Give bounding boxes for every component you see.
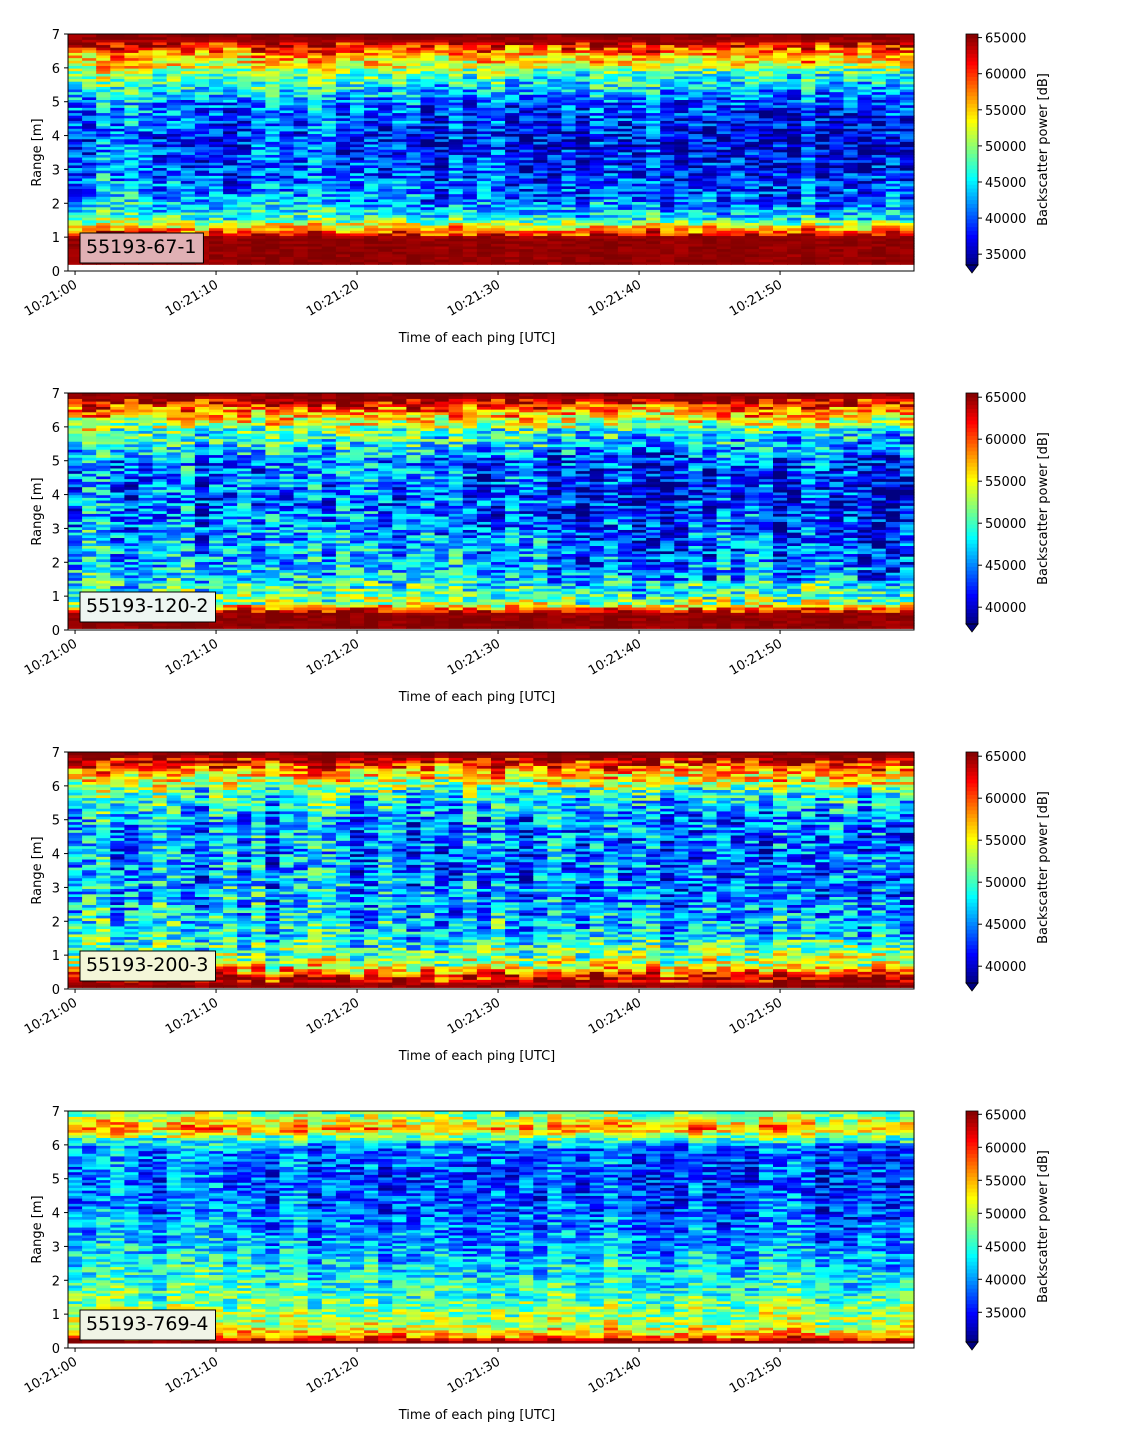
heatmap-cells <box>68 34 915 265</box>
